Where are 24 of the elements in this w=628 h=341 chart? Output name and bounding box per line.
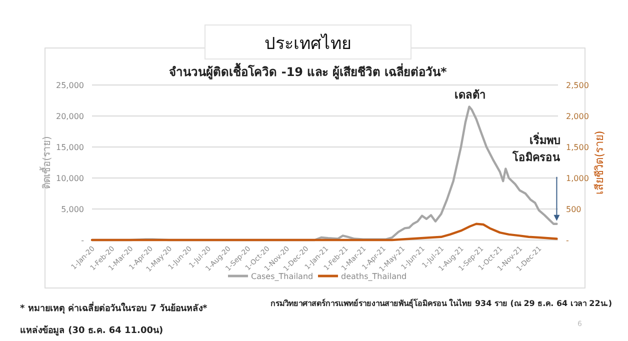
y2-tick-label: 2,000 <box>566 112 589 121</box>
annotation: เริ่มพบ โอมิครอน <box>512 132 561 164</box>
y2-tick-label: - <box>566 236 569 245</box>
chart-title: ประเทศไทย <box>264 33 352 54</box>
y2-tick-label: 1,000 <box>566 174 589 183</box>
y-tick-label: - <box>81 236 84 245</box>
y-tick-label: 10,000 <box>56 174 84 183</box>
y2-tick-label: 500 <box>566 205 582 214</box>
y2-tick-label: 1,500 <box>566 143 589 152</box>
legend-label: deaths_Thailand <box>341 272 407 281</box>
y2-axis-title: เสียชีวิต(ราย) <box>593 130 606 194</box>
text: กรมวิทยาศาสตร์การแพทย์รายงานสายพันธุ์โอมิครอน ในไทย 934 ราย (ณ 29 ธ.ค. 64 เวลา 22น.) <box>270 298 612 309</box>
chart-subtitle: จำนวนผู้ติดเชื้อโควิด -19 และ ผู้เสียชีวิต เฉลี่ยต่อวัน* <box>169 62 448 80</box>
y-tick-label: 20,000 <box>56 112 84 121</box>
annotation: เดลต้า <box>454 88 486 102</box>
y-tick-label: 5,000 <box>61 205 84 214</box>
legend-label: Cases_Thailand <box>251 272 314 281</box>
text: แหล่งข้อมูล (30 ธ.ค. 64 11.00น) <box>20 325 164 336</box>
y2-tick-label: 2,500 <box>566 81 589 90</box>
line-series <box>90 222 558 242</box>
text: * หมายเหตุ ค่าเฉลี่ยต่อวันในรอบ 7 วันย้อนหลัง* <box>20 301 208 314</box>
y-tick-label: 25,000 <box>56 81 84 90</box>
y-axis-title: ติดเชื้อ(ราย) <box>39 136 53 189</box>
y-tick-label: 15,000 <box>56 143 84 152</box>
